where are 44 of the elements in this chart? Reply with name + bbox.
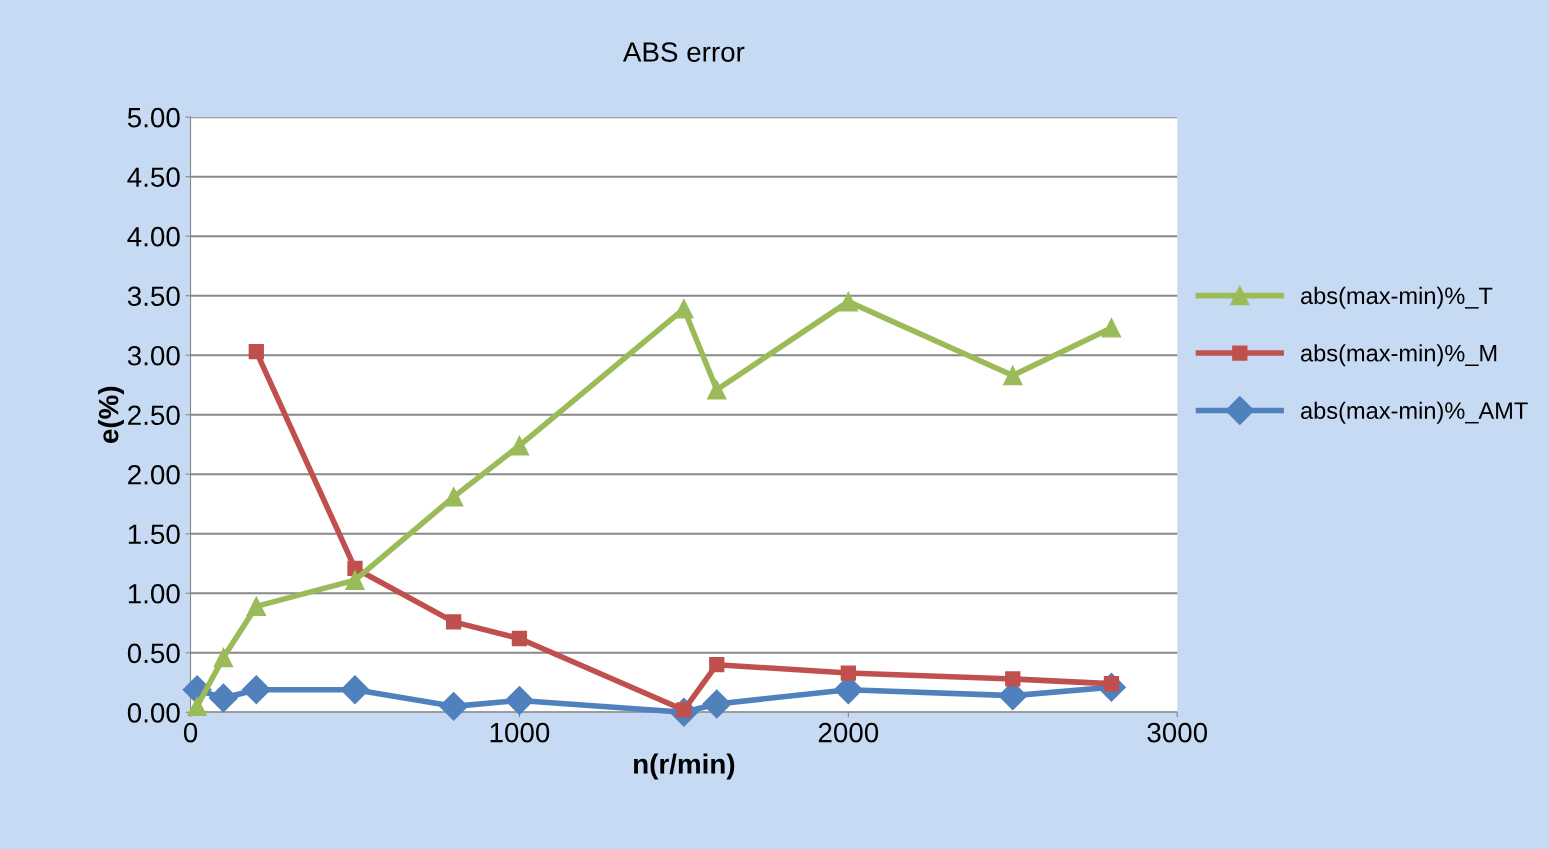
x-tick-label: 1000: [490, 722, 550, 743]
y-tick-label: 2.00: [128, 464, 180, 485]
y-tick-label: 5.00: [127, 107, 180, 128]
y-tick-label: 1.50: [128, 524, 180, 545]
x-tick-label: 3000: [1147, 722, 1208, 743]
point: [248, 344, 264, 360]
point: [187, 696, 207, 717]
point: [246, 596, 267, 617]
point: [840, 665, 856, 681]
point: [443, 487, 464, 507]
point: [709, 657, 725, 673]
point: [345, 570, 365, 590]
point: [1005, 671, 1021, 687]
point: [702, 689, 732, 719]
point: [340, 675, 370, 705]
point: [446, 614, 462, 630]
y-tick-label: 4.50: [127, 167, 180, 188]
y-tick-label: 0.00: [127, 702, 180, 723]
x-axis-title: n(r/min): [634, 753, 735, 780]
point: [707, 380, 727, 400]
y-tick-label: 3.50: [127, 286, 180, 307]
point: [838, 291, 859, 312]
point: [213, 647, 234, 668]
legend-label: abs(max-min)%_M: [1301, 344, 1497, 367]
legend-label: abs(max-min)%_AMT: [1301, 401, 1528, 424]
x-tick-label: 0: [183, 722, 198, 743]
point: [504, 685, 534, 715]
y-tick-label: 0.50: [127, 643, 180, 664]
legend-label: abs(max-min)%_T: [1301, 286, 1493, 309]
chart-title: ABS error: [622, 42, 745, 62]
point: [439, 691, 469, 721]
point: [509, 435, 530, 456]
point: [511, 630, 528, 647]
y-tick-label: 1.00: [128, 583, 180, 604]
y-tick-label: 3.00: [127, 345, 180, 366]
point: [241, 675, 271, 705]
y-tick-label: 2.50: [128, 405, 180, 426]
x-tick-label: 2000: [818, 722, 879, 743]
point: [208, 683, 238, 713]
y-axis-title: e(%): [98, 386, 124, 443]
y-tick-label: 4.00: [127, 226, 180, 247]
point: [1101, 318, 1122, 338]
point: [1003, 365, 1023, 386]
point: [674, 299, 694, 319]
